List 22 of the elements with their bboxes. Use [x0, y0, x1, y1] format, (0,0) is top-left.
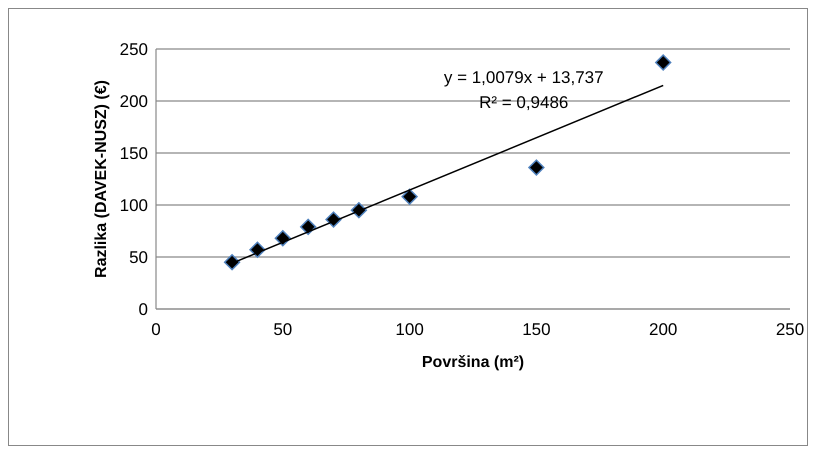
y-tick-label: 100 [120, 196, 148, 215]
x-tick-label: 250 [776, 320, 804, 339]
y-tick-label: 200 [120, 92, 148, 111]
point [300, 218, 316, 236]
y-axis-title: Razlika (DAVEK-NUSZ) (€) [93, 80, 110, 278]
point [401, 188, 418, 205]
annotation: y = 1,0079x + 13,737 [444, 68, 604, 87]
point [274, 230, 291, 246]
point [528, 159, 545, 176]
y-tick-label: 0 [138, 300, 148, 319]
y-tick-label: 150 [120, 144, 148, 163]
y-tick-label: 50 [129, 248, 148, 267]
x-tick-label: 50 [273, 320, 292, 339]
x-tick-label: 200 [649, 320, 678, 339]
point [655, 54, 672, 71]
x-axis-title: Površina (m²) [422, 354, 524, 371]
x-tick-label: 150 [522, 320, 551, 339]
annotation: R² = 0,9486 [479, 93, 568, 112]
x-tick-label: 0 [151, 320, 161, 339]
x-tick-label: 100 [395, 320, 424, 339]
y-tick-label: 250 [120, 40, 148, 59]
point [224, 254, 240, 270]
